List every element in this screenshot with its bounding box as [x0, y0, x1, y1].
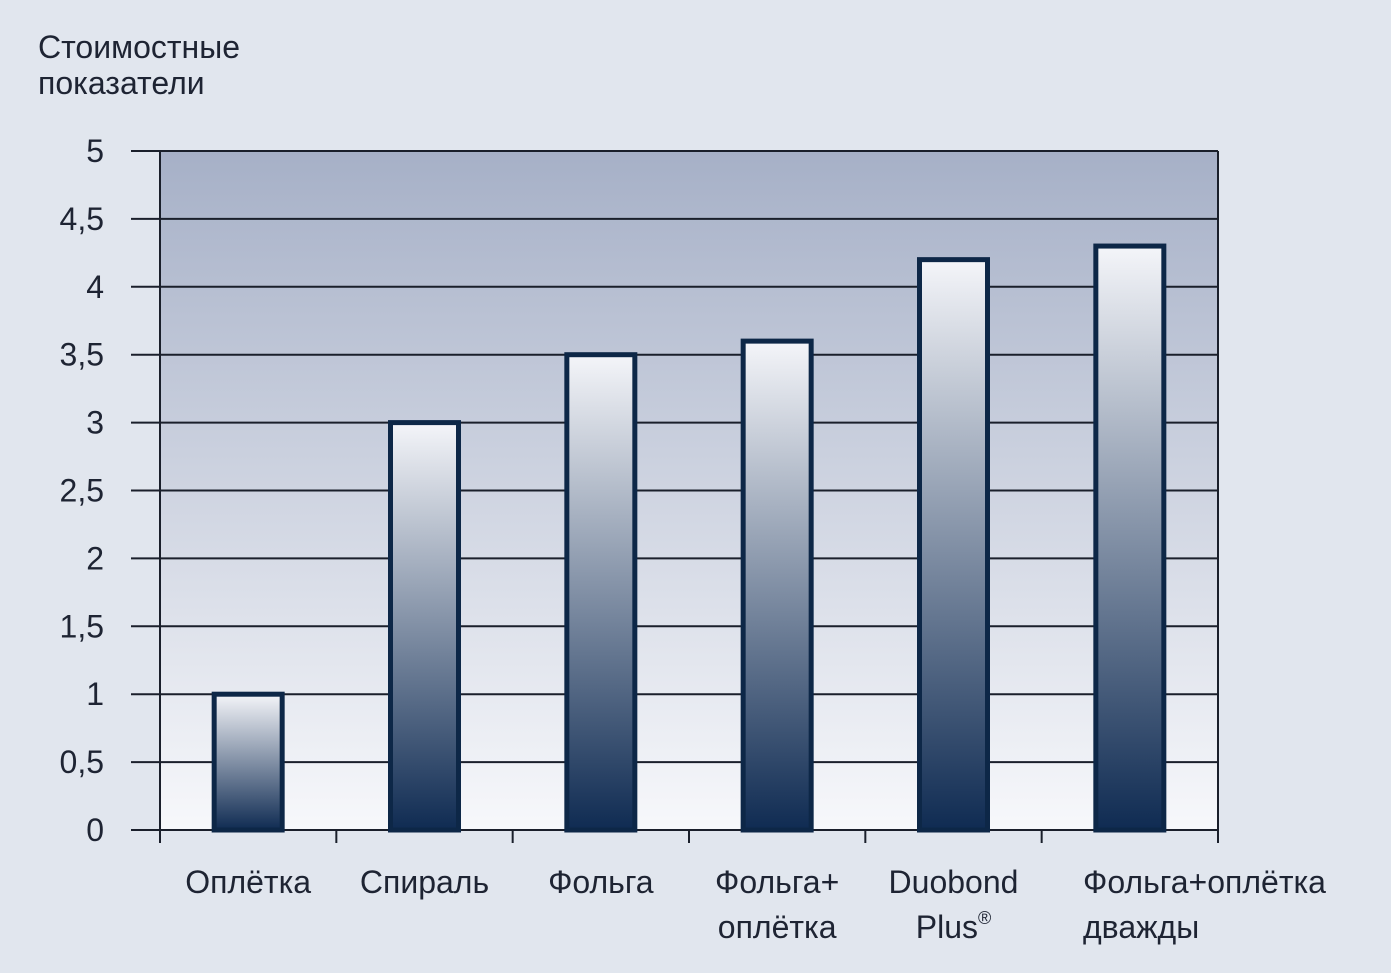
axes — [131, 150, 1219, 843]
x-category-label: Plus® — [916, 908, 992, 945]
x-category-label: Duobond — [889, 864, 1019, 900]
y-axis-label-line-2: показатели — [38, 65, 205, 101]
x-category-label: Спираль — [360, 864, 489, 900]
y-tick-label: 4 — [86, 269, 104, 305]
bar — [1093, 243, 1167, 833]
y-tick-label: 4,5 — [60, 201, 104, 237]
y-tick-label: 1,5 — [60, 608, 104, 644]
x-category-label: оплётка — [718, 909, 837, 945]
bar — [388, 420, 461, 833]
y-tick-label: 3,5 — [60, 337, 104, 373]
y-tick-label: 2 — [86, 540, 104, 576]
bar — [211, 691, 285, 833]
y-tick-label: 0,5 — [60, 744, 104, 780]
x-category-label: Оплётка — [185, 864, 311, 900]
bar — [917, 257, 990, 833]
x-category-label: дважды — [1083, 909, 1199, 945]
x-category-label: Фольга — [548, 864, 654, 900]
axis-labels: 0 0,5 1 1,5 2 2,5 3 3,5 4 4,5 5 Оплётка Спираль Фольг… — [60, 133, 1327, 945]
y-axis-label-line-1: Стоимостные — [38, 29, 240, 65]
y-tick-label: 5 — [86, 133, 104, 169]
y-tick-label: 1 — [86, 676, 104, 712]
y-tick-label: 0 — [86, 812, 104, 848]
y-tick-label: 3 — [86, 405, 104, 441]
x-category-label: Фольга+ — [715, 864, 839, 900]
bar — [740, 338, 814, 833]
grid-lines — [160, 150, 1218, 764]
y-axis-label: Стоимостные показатели — [38, 29, 240, 101]
bar — [564, 352, 638, 833]
x-category-label: Фольга+оплётка — [1083, 864, 1326, 900]
y-tick-label: 2,5 — [60, 473, 104, 509]
bars — [211, 243, 1167, 833]
